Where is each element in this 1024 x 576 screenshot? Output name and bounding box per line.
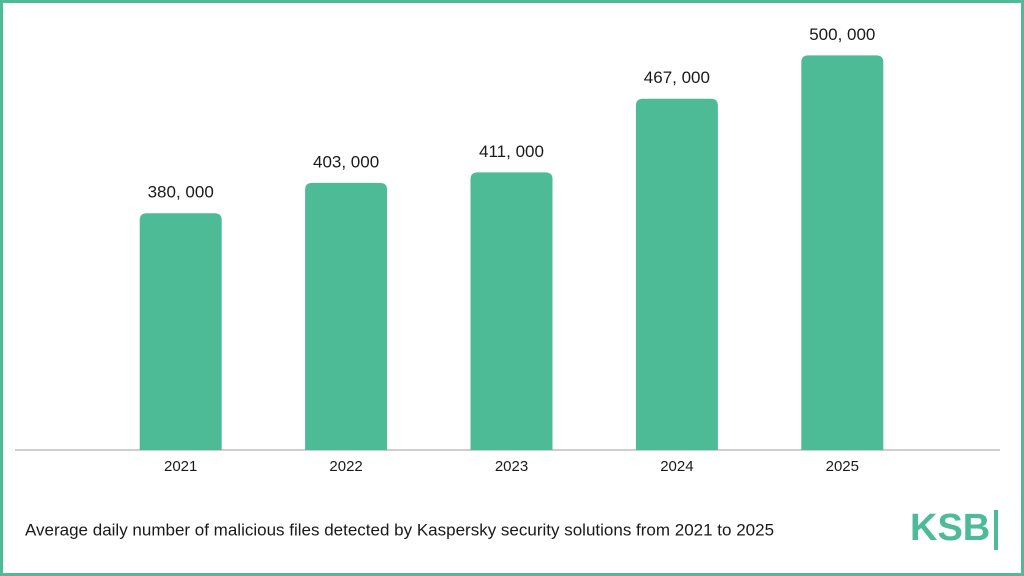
bar	[470, 172, 553, 450]
logo-bar	[994, 510, 998, 550]
value-label: 500, 000	[809, 25, 875, 44]
x-tick-label: 2023	[495, 458, 528, 475]
bar	[801, 55, 884, 450]
x-tick-label: 2022	[329, 458, 362, 475]
value-label: 411, 000	[479, 142, 544, 161]
x-tick-label: 2021	[164, 458, 197, 475]
bar	[139, 213, 222, 450]
value-label: 467, 000	[644, 68, 710, 87]
x-tick-label: 2024	[660, 458, 693, 475]
value-label: 403, 000	[313, 152, 379, 171]
caption: Average daily number of malicious files …	[25, 520, 774, 539]
value-label: 380, 000	[148, 183, 214, 202]
bar	[635, 98, 718, 451]
bar	[305, 182, 388, 450]
logo: KSB	[910, 507, 990, 549]
x-tick-label: 2025	[826, 458, 859, 475]
